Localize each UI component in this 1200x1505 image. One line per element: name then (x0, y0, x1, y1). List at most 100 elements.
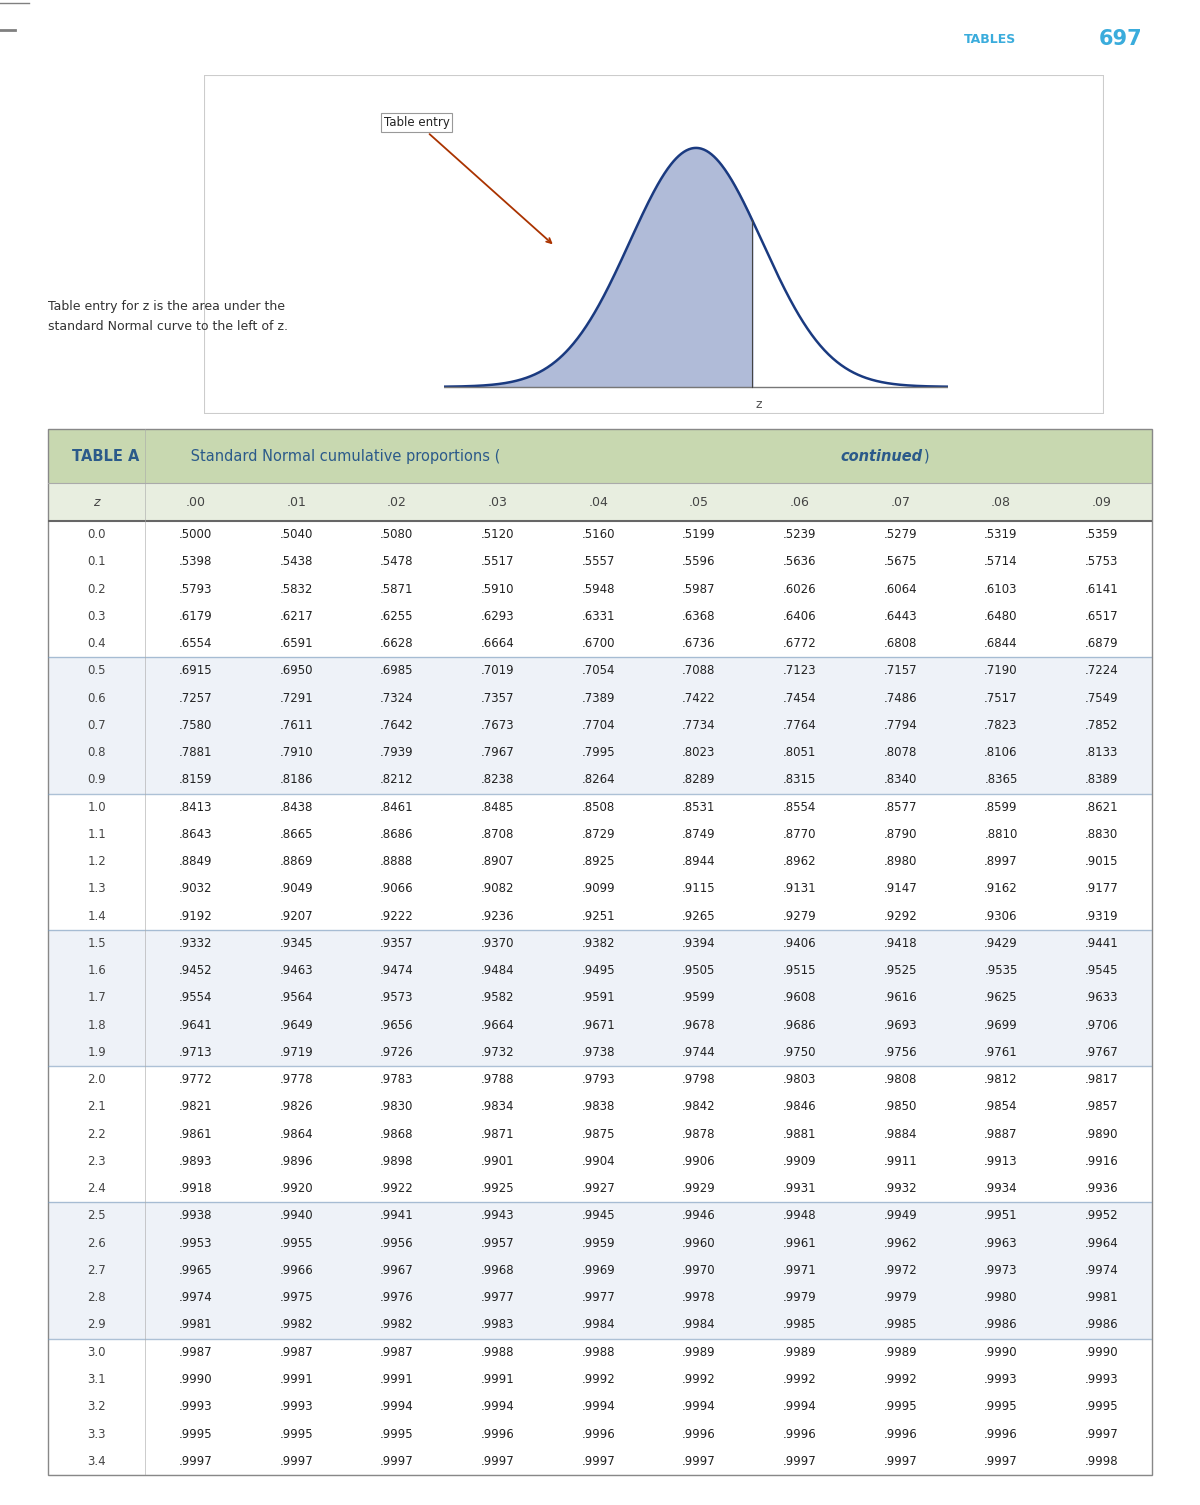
Text: .9997: .9997 (1085, 1428, 1118, 1440)
Bar (850, 1448, 950, 1475)
Bar (448, 847, 548, 876)
Bar (347, 548, 448, 575)
Bar (246, 1257, 347, 1284)
Text: .9951: .9951 (984, 1210, 1018, 1222)
Text: TABLES: TABLES (964, 33, 1016, 45)
Bar (246, 1175, 347, 1202)
Bar (48, 1011, 145, 1038)
Bar (48, 1202, 145, 1230)
Bar (950, 1311, 1051, 1338)
Text: .9987: .9987 (280, 1345, 313, 1359)
Text: z: z (756, 397, 762, 411)
Bar (246, 1093, 347, 1121)
Bar (347, 793, 448, 820)
Text: .9997: .9997 (883, 1455, 917, 1467)
Text: .9049: .9049 (280, 882, 313, 895)
Bar (145, 1066, 246, 1093)
Bar (850, 930, 950, 957)
Bar (145, 1257, 246, 1284)
Text: .9332: .9332 (179, 938, 212, 950)
Bar (950, 793, 1051, 820)
Bar (850, 739, 950, 766)
Bar (145, 575, 246, 602)
Text: .7580: .7580 (179, 719, 212, 731)
Text: .9945: .9945 (582, 1210, 616, 1222)
Text: .9974: .9974 (1085, 1264, 1118, 1276)
Text: .6985: .6985 (380, 664, 414, 677)
Bar (246, 847, 347, 876)
Text: .7939: .7939 (380, 746, 414, 759)
Bar (548, 521, 648, 548)
Bar (950, 1284, 1051, 1311)
Text: .6808: .6808 (883, 637, 917, 650)
Bar (850, 712, 950, 739)
Text: .9922: .9922 (380, 1183, 414, 1195)
Bar (548, 1093, 648, 1121)
Text: .08: .08 (991, 495, 1010, 509)
Text: .9998: .9998 (1085, 1455, 1118, 1467)
Bar (548, 1175, 648, 1202)
Bar (1051, 793, 1152, 820)
Text: .7910: .7910 (280, 746, 313, 759)
Text: .9962: .9962 (883, 1237, 917, 1249)
Text: .9968: .9968 (481, 1264, 515, 1276)
Text: .9977: .9977 (581, 1291, 616, 1305)
Text: Standard Normal cumulative proportions (: Standard Normal cumulative proportions ( (186, 448, 500, 464)
Bar (950, 1230, 1051, 1257)
Bar (749, 1284, 850, 1311)
Bar (950, 631, 1051, 658)
Bar (548, 575, 648, 602)
Text: .9868: .9868 (380, 1127, 414, 1141)
Text: .9846: .9846 (782, 1100, 816, 1114)
Bar (850, 1011, 950, 1038)
Text: .9382: .9382 (582, 938, 614, 950)
Text: .9738: .9738 (582, 1046, 614, 1060)
Text: .9989: .9989 (883, 1345, 917, 1359)
Bar (347, 1421, 448, 1448)
Text: 1.7: 1.7 (88, 992, 106, 1004)
Text: .9997: .9997 (380, 1455, 414, 1467)
Bar (347, 1284, 448, 1311)
Text: .9986: .9986 (984, 1318, 1018, 1332)
Bar (448, 1230, 548, 1257)
Text: .9993: .9993 (280, 1400, 313, 1413)
Text: .9719: .9719 (280, 1046, 313, 1060)
Bar (548, 483, 648, 521)
Text: .9996: .9996 (782, 1428, 816, 1440)
Text: .9756: .9756 (883, 1046, 917, 1060)
Text: .9934: .9934 (984, 1183, 1018, 1195)
Text: .8962: .8962 (782, 855, 816, 868)
Bar (548, 984, 648, 1011)
Text: .6368: .6368 (682, 610, 715, 623)
Text: .9911: .9911 (883, 1154, 917, 1168)
Bar (548, 1311, 648, 1338)
Bar (347, 1175, 448, 1202)
Text: .8686: .8686 (380, 828, 414, 841)
Text: .09: .09 (1092, 495, 1111, 509)
Text: .6772: .6772 (782, 637, 816, 650)
Bar (246, 685, 347, 712)
Bar (548, 712, 648, 739)
Text: .9992: .9992 (883, 1373, 917, 1386)
Text: .9406: .9406 (782, 938, 816, 950)
Bar (950, 876, 1051, 903)
Bar (48, 1284, 145, 1311)
Bar (347, 739, 448, 766)
Text: .6736: .6736 (682, 637, 715, 650)
Text: .8264: .8264 (582, 774, 616, 787)
Bar (950, 521, 1051, 548)
Text: .7088: .7088 (683, 664, 715, 677)
Bar (950, 957, 1051, 984)
Text: .5239: .5239 (782, 528, 816, 542)
Text: .9292: .9292 (883, 909, 917, 923)
Bar (950, 602, 1051, 631)
Text: .8729: .8729 (582, 828, 616, 841)
Text: .04: .04 (588, 495, 608, 509)
Bar (145, 766, 246, 793)
Bar (1051, 1311, 1152, 1338)
Bar (145, 847, 246, 876)
Text: .9974: .9974 (179, 1291, 212, 1305)
Text: .9995: .9995 (380, 1428, 414, 1440)
Text: .9783: .9783 (380, 1073, 414, 1087)
Bar (145, 1230, 246, 1257)
